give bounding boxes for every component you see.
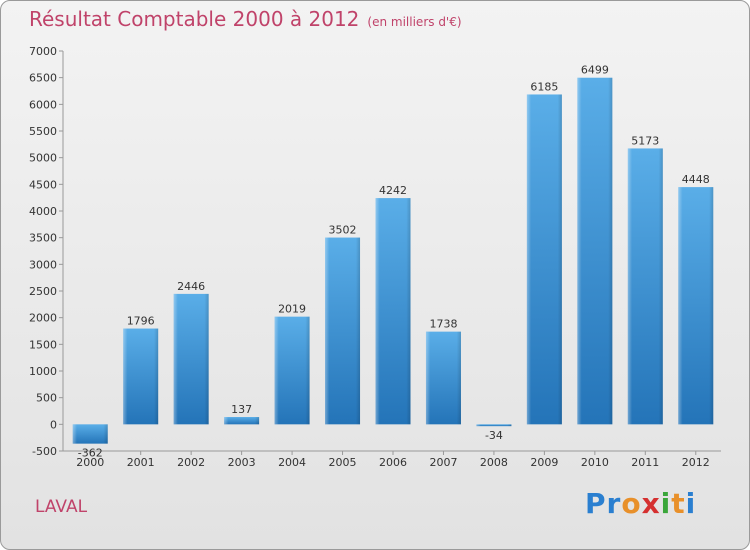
y-tick-label: 4500 <box>29 178 57 191</box>
logo-letter: i <box>685 487 697 520</box>
data-label: 4448 <box>682 173 710 186</box>
y-tick-label: 7000 <box>29 45 57 58</box>
data-label: 2446 <box>177 280 205 293</box>
bar-shade <box>375 198 411 425</box>
x-tick-label: 2010 <box>581 456 609 469</box>
data-label: 137 <box>231 403 252 416</box>
bar-shade <box>224 417 260 425</box>
x-tick-label: 2003 <box>228 456 256 469</box>
y-tick-label: 0 <box>50 418 57 431</box>
place-name: LAVAL <box>35 497 88 517</box>
y-tick-label: -500 <box>32 445 57 458</box>
y-tick-label: 2500 <box>29 285 57 298</box>
chart-subtitle: (en milliers d'€) <box>367 15 462 29</box>
y-tick-label: 3500 <box>29 232 57 245</box>
data-label: 5173 <box>631 134 659 147</box>
x-tick-label: 2007 <box>429 456 457 469</box>
data-label: -362 <box>78 447 103 460</box>
logo-letter: r <box>606 487 622 520</box>
y-tick-label: 500 <box>36 392 57 405</box>
y-tick-label: 2000 <box>29 312 57 325</box>
logo-letter: x <box>641 487 661 520</box>
x-tick-label: 2004 <box>278 456 306 469</box>
chart-title: Résultat Comptable 2000 à 2012 (en millie… <box>29 7 462 31</box>
logo-letter: o <box>621 487 642 520</box>
y-tick-label: 6000 <box>29 98 57 111</box>
x-tick-label: 2000 <box>76 456 104 469</box>
y-tick-label: 6500 <box>29 72 57 85</box>
data-label: 2019 <box>278 303 306 316</box>
logo-letter: P <box>585 487 607 520</box>
data-label: 1796 <box>127 315 155 328</box>
chart-axes: -500 0 500 1000 1500 2000 2500 3000 3500 4000 4500… <box>29 45 721 469</box>
bar-shade <box>425 331 461 425</box>
y-tick-label: 1500 <box>29 338 57 351</box>
y-tick-label: 4000 <box>29 205 57 218</box>
x-tick-label: 2012 <box>682 456 710 469</box>
proxiti-logo: Proxiti <box>585 487 696 520</box>
bar-shade <box>325 237 361 425</box>
x-tick-label: 2006 <box>379 456 407 469</box>
x-tick-label: 2009 <box>530 456 558 469</box>
data-label: -34 <box>485 429 503 442</box>
x-tick-label: 2005 <box>329 456 357 469</box>
bar-shade <box>72 424 108 444</box>
x-tick-label: 2008 <box>480 456 508 469</box>
x-tick-label: 2001 <box>127 456 155 469</box>
bar-shade <box>577 77 613 425</box>
y-tick-label: 5000 <box>29 152 57 165</box>
x-tick-label: 2002 <box>177 456 205 469</box>
bar-shade <box>123 328 159 425</box>
logo-letter: t <box>671 487 686 520</box>
chart-title-text: Résultat Comptable 2000 à 2012 <box>29 7 360 31</box>
x-tick-label: 2011 <box>631 456 659 469</box>
bar-shade <box>274 316 310 425</box>
chart-bars <box>72 77 714 444</box>
data-label: 6499 <box>581 64 609 77</box>
y-tick-label: 5500 <box>29 125 57 138</box>
bar-shade <box>173 293 209 425</box>
data-label: 3502 <box>329 224 357 237</box>
bar-shade <box>476 424 512 427</box>
bar-shade <box>678 187 714 425</box>
y-tick-label: 3000 <box>29 258 57 271</box>
chart-data-labels: -362 1796 2446 137 2019 3502 4242 1738 -34 6185 64… <box>78 64 710 460</box>
bar-shade <box>627 148 663 425</box>
logo-letter: i <box>660 487 672 520</box>
data-label: 4242 <box>379 184 407 197</box>
data-label: 6185 <box>530 80 558 93</box>
bar-shade <box>526 94 562 425</box>
y-tick-label: 1000 <box>29 365 57 378</box>
data-label: 1738 <box>429 318 457 331</box>
